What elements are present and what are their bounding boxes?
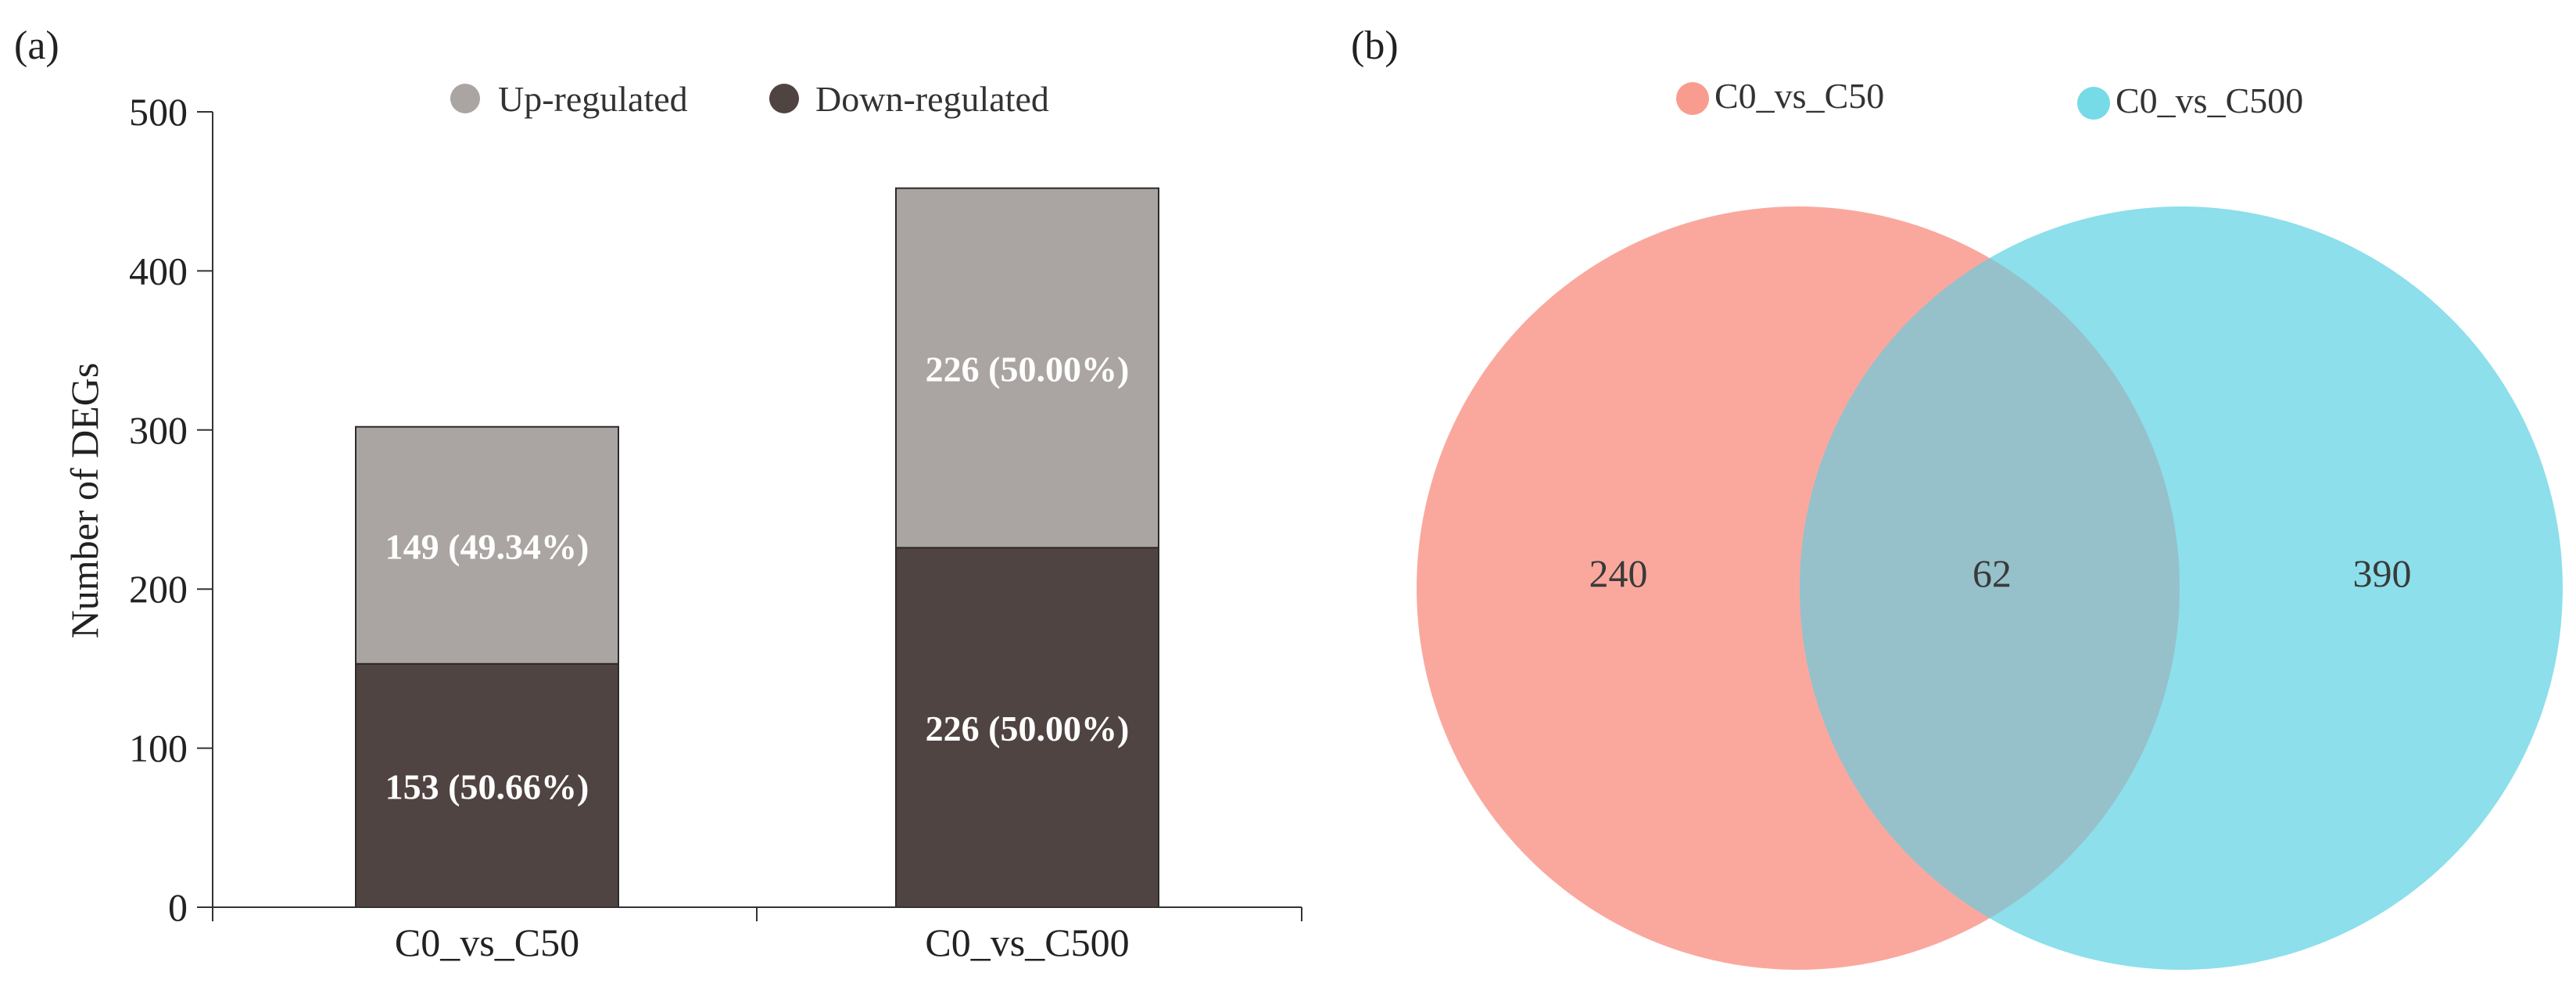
y-tick-label: 500 [129,90,188,134]
bar-value-label: 226 (50.00%) [926,349,1130,389]
bar-value-label: 226 (50.00%) [926,709,1130,748]
bar-down-C0_vs_C50 [355,662,619,908]
venn-legend: C0_vs_C50 C0_vs_C500 [1676,76,2303,120]
y-tick-label: 0 [168,885,188,929]
bar-up-C0_vs_C500 [895,187,1159,549]
bar-chart-axes: 0 100 200 300 400 500 C0_vs_C50 C0_vs_C500 [129,90,1302,964]
panel-label-b: (b) [1351,23,1399,68]
y-axis-label: Number of DEGs [63,363,106,639]
panel-label-a: (a) [14,23,59,68]
bar-up-C0_vs_C50 [355,425,619,665]
bar-chart-legend: Up-regulated Down-regulated [450,79,1049,119]
y-tick-label: 400 [129,249,188,293]
venn-overlap [1800,257,2180,919]
legend-marker [450,84,480,113]
legend-label: Up-regulated [498,79,688,119]
bar-chart-panel: (a) Up-regulated Down-regulated 153 (50.6… [14,23,1302,964]
y-tick-label: 200 [129,567,188,611]
venn-diagram: 240 62 390 [1417,206,2563,970]
legend-label: Down-regulated [815,79,1049,119]
x-tick-label: C0_vs_C500 [925,921,1129,964]
y-tick-label: 300 [129,408,188,452]
venn-panel: (b) C0_vs_C50 C0_vs_C500 240 62 390 [1351,23,2563,970]
stacked-bars [355,187,1159,908]
venn-legend-marker-right [2077,87,2110,120]
venn-legend-label-right: C0_vs_C500 [2116,81,2303,120]
y-tick-label: 100 [129,727,188,770]
bar-value-labels: 153 (50.66%) 149 (49.34%) 226 (50.00%) 226 … [385,349,1130,806]
bar-value-label: 149 (49.34%) [385,526,589,566]
venn-left-only-count: 240 [1589,551,1648,595]
venn-right-only-count: 390 [2353,551,2412,595]
venn-legend-label-left: C0_vs_C50 [1714,76,1884,116]
bar-value-label: 153 (50.66%) [385,766,589,806]
x-tick-label: C0_vs_C50 [395,921,579,964]
venn-overlap-count: 62 [1972,551,2012,595]
venn-legend-marker-left [1676,82,1709,115]
legend-marker [769,84,799,113]
